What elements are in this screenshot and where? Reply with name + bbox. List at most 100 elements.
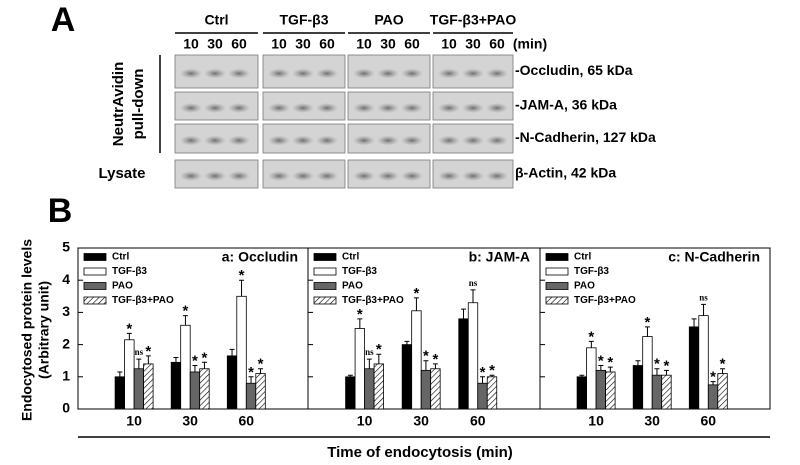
time-label: 30 [207,36,223,52]
error-bar [229,348,235,356]
band [401,171,423,181]
legend-label: TGF-β3+PAO [574,295,636,306]
significance-label: * [239,267,245,284]
y-tick-label: 5 [62,239,70,255]
significance-label: * [145,343,151,360]
significance-label: * [183,303,189,320]
x-tick-label: 10 [126,413,142,429]
time-label: 60 [404,36,420,52]
time-label: 10 [441,36,457,52]
band [353,68,375,79]
band [268,68,290,79]
error-bar [654,368,660,376]
significance-label: ns [699,292,708,302]
x-tick-label: 10 [588,413,604,429]
significance-label: * [423,348,429,365]
error-bar [357,318,363,329]
band [180,103,202,113]
band [462,135,484,146]
band [180,135,202,146]
time-label: 60 [231,36,247,52]
error-bar [691,318,697,327]
band [486,135,508,146]
error-bar [366,358,372,369]
significance-label: * [480,364,486,381]
error-bar [663,369,669,376]
error-bar [201,361,207,369]
time-label: 10 [183,36,199,52]
bar [688,326,700,410]
band [204,68,226,79]
significance-label: * [258,356,264,373]
error-bar [173,356,179,363]
x-tick-label: 10 [357,413,373,429]
legend-label: TGF-β3 [342,266,377,277]
y-axis-label: (Arbitrary unit) [36,281,52,379]
error-bar [376,353,382,364]
significance-label: * [413,285,419,302]
band [316,68,338,79]
band [268,103,290,113]
significance-label: * [598,352,604,369]
bar [651,374,663,410]
x-tick-label: 30 [182,413,198,429]
legend-label: Ctrl [112,252,129,263]
x-tick-label: 60 [470,413,486,429]
error-bar [126,332,132,340]
band [438,103,460,113]
bar [605,371,616,410]
bar [430,368,441,410]
time-label: 30 [380,36,396,52]
band [462,68,484,79]
bar [486,376,498,410]
significance-label: * [720,356,726,373]
band [353,171,375,181]
legend-label: PAO [112,281,133,292]
bar [124,339,135,410]
legend-label: TGF-β3+PAO [342,295,404,306]
band [377,135,399,146]
group-label: Ctrl [204,12,228,28]
band-label: β-Actin, 42 kDa [515,165,616,181]
significance-label: * [432,351,438,368]
legend-swatch [545,267,569,276]
error-bar [239,279,245,297]
bar [245,382,257,410]
bar [467,302,479,410]
bar [143,363,154,410]
pulldown-label: NeutrAvidin [110,62,127,146]
time-label: 30 [465,36,481,52]
bar [458,318,469,410]
band [377,103,399,113]
legend-swatch [83,282,107,290]
error-bar [423,360,429,371]
bar [345,376,356,410]
significance-label: * [664,357,670,374]
bar [586,347,597,410]
bar [420,369,432,410]
legend-swatch [83,296,107,305]
error-bar [489,374,495,377]
band [438,68,460,79]
significance-label: * [376,341,382,358]
bar [180,324,191,410]
error-bar [710,381,716,385]
error-bar [598,365,604,371]
band [377,68,399,79]
time-unit: (min) [513,36,547,52]
time-label: 10 [356,36,372,52]
band [401,68,423,79]
error-bar [347,374,353,377]
significance-label: * [489,362,495,379]
band [401,103,423,113]
significance-label: ns [469,278,478,288]
band [353,135,375,146]
band [228,171,250,181]
band [462,103,484,113]
band [462,171,484,181]
band-label: -JAM-A, 36 kDa [515,97,617,113]
band [438,171,460,181]
chart-title: b: JAM-A [469,249,530,265]
time-label: 60 [489,36,505,52]
